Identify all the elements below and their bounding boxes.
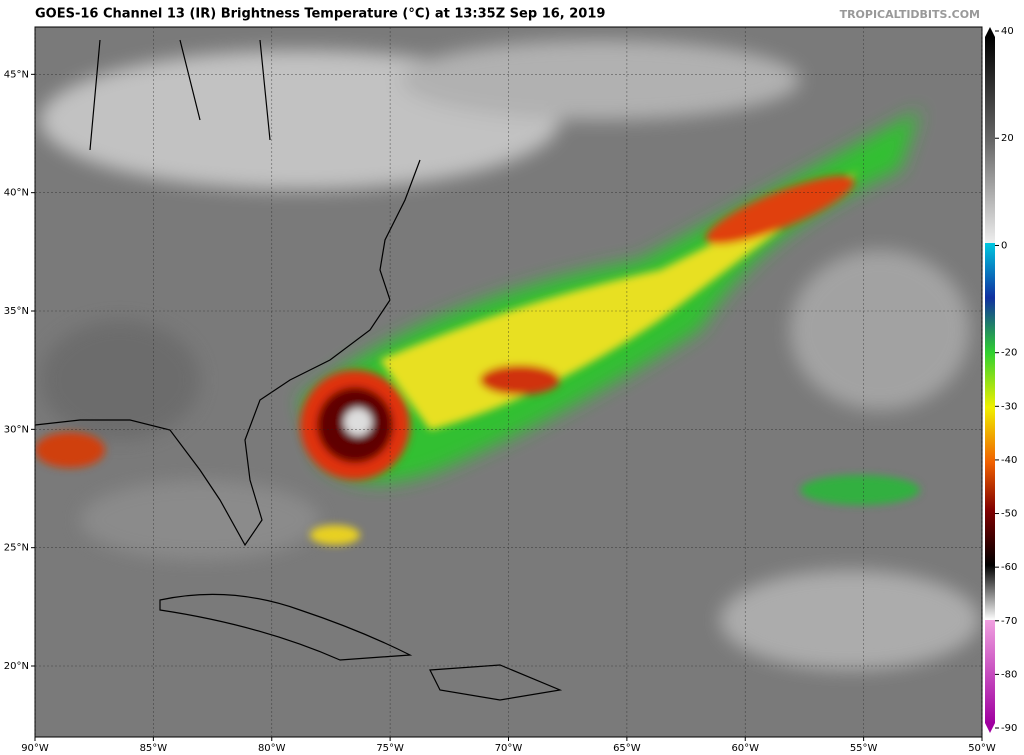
colorbar-tick-label: -80	[1001, 669, 1017, 680]
colorbar-tick-label: 20	[1001, 133, 1014, 144]
title: GOES-16 Channel 13 (IR) Brightness Tempe…	[35, 7, 605, 22]
lon-tick-label: 70°W	[495, 743, 523, 754]
colorbar-tick-label: -30	[1001, 401, 1017, 412]
colorbar-tick-label: 0	[1001, 240, 1007, 251]
colorbar	[985, 37, 995, 723]
lat-tick-label: 20°N	[4, 661, 29, 672]
lon-tick-label: 85°W	[140, 743, 168, 754]
lon-tick-label: 55°W	[850, 743, 878, 754]
lat-tick-label: 45°N	[4, 69, 29, 80]
lat-tick-label: 25°N	[4, 543, 29, 554]
colorbar-tick-label: -70	[1001, 616, 1017, 627]
lon-tick-label: 90°W	[21, 743, 49, 754]
colorbar-tick-label: -60	[1001, 562, 1017, 573]
colorbar-tick-label: -50	[1001, 509, 1017, 520]
colorbar-tick-label: 40	[1001, 26, 1014, 37]
lon-tick-label: 65°W	[613, 743, 641, 754]
colorbar-extend-bottom	[985, 723, 995, 733]
colorbar-tick-label: -90	[1001, 723, 1017, 734]
lon-tick-label: 80°W	[258, 743, 286, 754]
lon-tick-label: 60°W	[731, 743, 759, 754]
lon-tick-label: 50°W	[968, 743, 996, 754]
lat-tick-label: 30°N	[4, 424, 29, 435]
satellite-imagery	[35, 27, 982, 737]
credit: TROPICALTIDBITS.COM	[840, 8, 980, 21]
lat-tick-label: 35°N	[4, 306, 29, 317]
lon-tick-label: 75°W	[376, 743, 404, 754]
lat-tick-label: 40°N	[4, 188, 29, 199]
colorbar-tick-label: -20	[1001, 348, 1017, 359]
colorbar-extend-top	[985, 27, 995, 37]
colorbar-tick-label: -40	[1001, 455, 1017, 466]
